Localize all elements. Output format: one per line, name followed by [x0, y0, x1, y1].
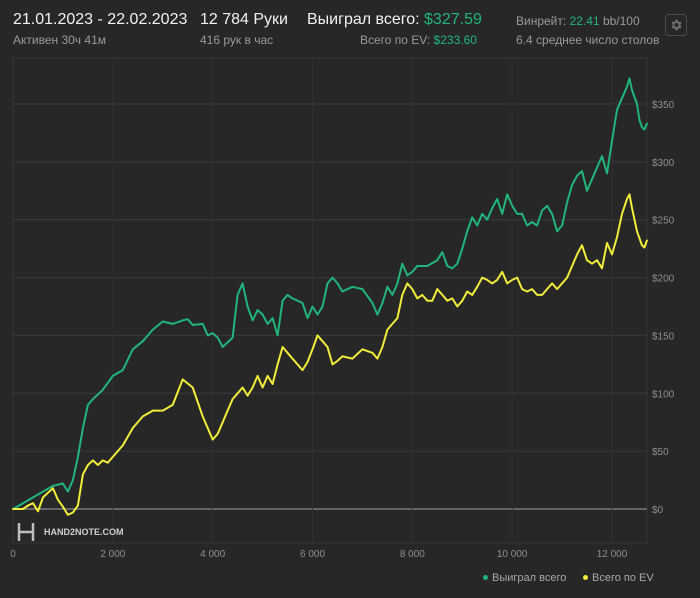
- legend-label-ev: Всего по EV: [592, 572, 654, 584]
- y-tick-label: $300: [652, 158, 675, 169]
- gear-icon: [671, 19, 682, 31]
- y-tick-label: $0: [652, 505, 664, 516]
- hands-per-hour: 416 рук в час: [200, 33, 274, 47]
- legend-label-won: Выиграл всего: [492, 572, 567, 584]
- date-range: 21.01.2023 - 22.02.2023: [13, 11, 188, 28]
- ev-total-value: $233.60: [433, 33, 477, 47]
- legend-dot-icon: [583, 574, 588, 580]
- x-tick-label: 6 000: [300, 549, 325, 560]
- x-tick-label: 12 000: [597, 549, 628, 560]
- plot-frame: [12, 57, 648, 544]
- active-time: Активен 30ч 41м: [13, 33, 106, 47]
- x-tick-label: 10 000: [497, 549, 528, 560]
- legend-item-ev[interactable]: Всего по EV: [583, 572, 654, 584]
- series-line-ev: [12, 193, 648, 516]
- x-tick-label: 4 000: [200, 549, 225, 560]
- grid: [12, 57, 648, 544]
- y-tick-label: $100: [652, 389, 675, 400]
- ev-total-label: Всего по EV:: [360, 33, 431, 47]
- series-line-won: [12, 77, 648, 510]
- won-total-label: Выиграл всего:: [307, 11, 420, 28]
- y-tick-label: $50: [652, 447, 669, 458]
- x-tick-label: 0: [10, 549, 16, 560]
- winrate-value: 22.41: [569, 14, 600, 28]
- y-tick-label: $200: [652, 274, 675, 285]
- x-tick-label: 8 000: [400, 549, 425, 560]
- series-lines: [12, 77, 648, 516]
- hands-count: 12 784 Руки: [200, 11, 288, 28]
- won-total-value: $327.59: [424, 11, 482, 28]
- watermark: HAND2NOTE.COM: [17, 523, 124, 541]
- ev-total: Всего по EV: $233.60: [360, 33, 477, 47]
- hand2note-logo-icon: [17, 523, 35, 541]
- legend-item-won[interactable]: Выиграл всего: [483, 572, 566, 584]
- y-tick-label: $250: [652, 216, 675, 227]
- won-total: Выиграл всего: $327.59: [307, 11, 482, 29]
- winrate: Винрейт: 22.41 bb/100: [516, 14, 640, 28]
- y-tick-label: $350: [652, 100, 675, 111]
- winrate-label: Винрейт:: [516, 14, 567, 28]
- settings-button[interactable]: [665, 14, 687, 36]
- axis-ticks: $0 $50 $100 $150 $200 $250 $300 $350 0 2 000 4 000…: [10, 100, 674, 560]
- tables-average: 6.4 среднее число столов: [516, 33, 660, 47]
- watermark-text: HAND2NOTE.COM: [44, 527, 124, 537]
- legend-dot-icon: [483, 574, 488, 580]
- y-tick-label: $150: [652, 331, 675, 342]
- x-tick-label: 2 000: [100, 549, 125, 560]
- winrate-unit: bb/100: [602, 14, 640, 28]
